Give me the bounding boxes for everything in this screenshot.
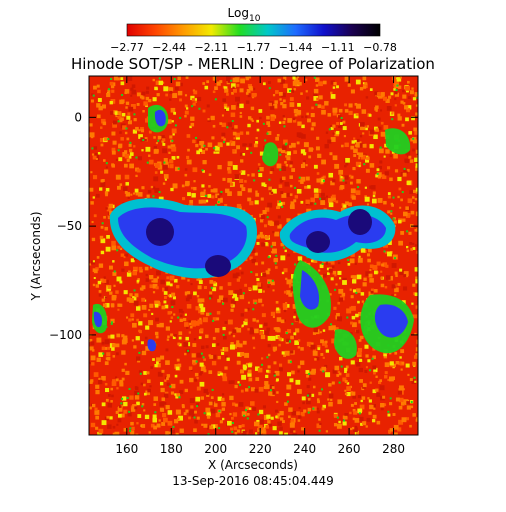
y-axis-ticks: 0 −50 −100	[49, 110, 418, 342]
colorbar-tick-label: −2.11	[194, 41, 228, 54]
polarization-map	[89, 76, 418, 435]
x-tick-label: 280	[382, 442, 405, 456]
y-tick-label: −50	[57, 219, 82, 233]
x-tick-label: 160	[115, 442, 138, 456]
colorbar-tick-label: −1.11	[321, 41, 355, 54]
colorbar-title: Log10	[228, 6, 261, 24]
timestamp: 13-Sep-2016 08:45:04.449	[172, 474, 334, 488]
x-tick-label: 180	[160, 442, 183, 456]
x-tick-label: 220	[249, 442, 272, 456]
colorbar-tick-label: −2.77	[110, 41, 144, 54]
colorbar-tick-label: −1.77	[237, 41, 271, 54]
x-tick-label: 200	[204, 442, 227, 456]
colorbar-tick-label: −0.78	[363, 41, 397, 54]
y-axis-label: Y (Arcseconds)	[29, 211, 43, 301]
x-tick-label: 260	[338, 442, 361, 456]
y-tick-label: −100	[49, 328, 82, 342]
map-frame	[88, 75, 419, 436]
network-region-west	[109, 198, 258, 279]
network-region-east	[279, 205, 396, 262]
colorbar-tick-labels: −2.77 −2.44 −2.11 −1.77 −1.44 −1.11 −0.78	[110, 41, 397, 54]
colorbar-tick-label: −2.44	[152, 41, 186, 54]
plot-title: Hinode SOT/SP - MERLIN : Degree of Polar…	[71, 55, 435, 73]
y-tick-label: 0	[74, 110, 82, 124]
x-axis-ticks: 160 180 200 220 240 260 280	[115, 76, 405, 456]
x-tick-label: 240	[293, 442, 316, 456]
network-patches-blue	[93, 109, 408, 352]
colorbar: Log10 −2.77 −2.44 −2.11 −1.77 −1.44 −1.11 −0.7…	[110, 6, 397, 54]
x-axis-label: X (Arcseconds)	[208, 458, 298, 472]
colorbar-tick-label: −1.44	[279, 41, 313, 54]
colorbar-gradient	[126, 23, 381, 37]
